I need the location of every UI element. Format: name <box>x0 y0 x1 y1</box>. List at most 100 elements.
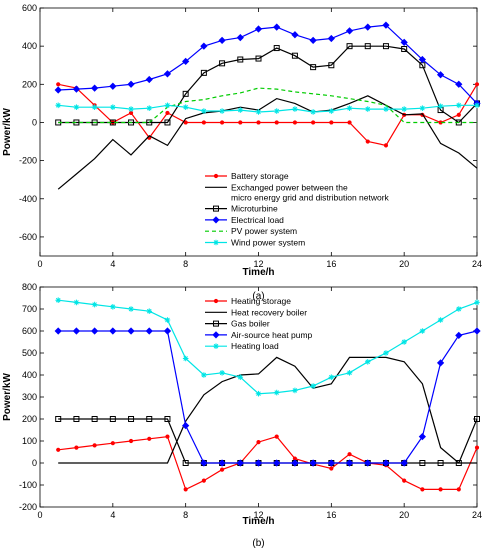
data-point <box>219 467 225 472</box>
data-point <box>365 139 370 144</box>
data-point <box>55 102 62 109</box>
legend-label: Wind power system <box>231 238 305 248</box>
data-point <box>382 21 390 29</box>
data-point <box>54 86 62 94</box>
data-point <box>436 359 445 367</box>
series-line <box>58 87 477 124</box>
x-tick-label: 20 <box>399 259 409 269</box>
x-tick-label: 12 <box>253 259 263 269</box>
data-point <box>73 104 80 110</box>
data-point <box>436 71 445 79</box>
y-tick-label: 200 <box>22 79 37 89</box>
data-point <box>237 56 244 63</box>
x-tick-label: 12 <box>253 510 263 520</box>
data-point <box>328 62 335 69</box>
data-point <box>401 339 407 345</box>
legend-marker <box>213 343 219 349</box>
data-point <box>218 36 226 45</box>
legend-marker <box>212 331 220 339</box>
data-point <box>74 445 79 450</box>
data-point <box>238 120 243 125</box>
series-4 <box>58 87 477 124</box>
series-3 <box>54 327 481 467</box>
data-point <box>437 317 444 323</box>
data-point <box>273 459 281 467</box>
legend-label: Electrical load <box>231 215 284 225</box>
data-point <box>456 487 461 492</box>
legend-marker <box>213 320 219 327</box>
data-point <box>182 57 190 66</box>
y-tick-label: -200 <box>19 502 37 512</box>
legend-marker <box>213 239 219 246</box>
data-point <box>310 109 316 115</box>
data-point <box>56 82 61 87</box>
data-point <box>474 299 480 306</box>
data-point <box>127 327 135 335</box>
x-tick-label: 0 <box>37 510 42 520</box>
data-point <box>254 25 263 33</box>
data-point <box>73 416 80 422</box>
data-point <box>419 328 426 334</box>
data-point <box>309 459 317 467</box>
legend-label: Heating storage <box>231 296 291 306</box>
data-point <box>236 459 244 467</box>
data-point <box>346 105 353 111</box>
y-axis-label: Power/kW <box>2 373 13 421</box>
legend-label: Battery storage <box>231 171 289 181</box>
data-point <box>219 370 225 376</box>
data-point <box>364 43 371 50</box>
data-point <box>91 301 98 308</box>
data-point <box>164 119 171 126</box>
legend-label: micro energy grid and distribution netwo… <box>231 192 390 202</box>
series-2 <box>55 43 480 126</box>
series-line <box>58 104 477 113</box>
data-point <box>256 440 261 445</box>
y-axis-label: Power/kW <box>2 108 13 156</box>
data-point <box>274 120 279 125</box>
y-tick-label: 0 <box>32 458 37 468</box>
data-point <box>55 416 62 422</box>
data-point <box>474 445 480 450</box>
data-point <box>201 108 207 114</box>
series-2 <box>55 416 480 466</box>
data-point <box>110 104 116 110</box>
data-point <box>218 459 226 467</box>
data-point <box>400 38 408 46</box>
y-tick-label: -200 <box>19 156 37 166</box>
data-point <box>183 487 188 492</box>
data-point <box>329 466 334 471</box>
series-line <box>58 24 478 104</box>
data-point <box>273 23 281 31</box>
data-point <box>402 478 407 483</box>
y-tick-label: 800 <box>22 282 37 292</box>
data-point <box>364 23 372 31</box>
data-point <box>165 434 170 439</box>
data-point <box>292 120 298 125</box>
data-point <box>200 459 208 467</box>
data-point <box>56 447 61 452</box>
legend-label: Gas boiler <box>231 319 270 329</box>
data-point <box>346 370 353 376</box>
data-point <box>145 75 153 84</box>
data-point <box>236 33 244 42</box>
data-point <box>109 416 116 422</box>
data-point <box>328 374 335 380</box>
data-point <box>438 487 443 492</box>
data-point <box>327 34 335 43</box>
data-point <box>401 46 408 53</box>
data-point <box>182 421 190 430</box>
data-point <box>420 487 425 492</box>
data-point <box>200 42 208 50</box>
data-point <box>219 60 226 67</box>
data-point <box>128 106 134 112</box>
data-point <box>147 436 152 441</box>
data-point <box>128 438 134 444</box>
data-point <box>274 434 279 439</box>
data-point <box>455 102 462 109</box>
y-tick-label: 700 <box>22 304 37 314</box>
data-point <box>73 299 80 306</box>
data-point <box>437 103 444 110</box>
panel-a: 0 4 8 12 16 20 24 -600 -400 -200 0 200 400 600 Time/h P… <box>2 3 482 302</box>
data-point <box>110 441 115 446</box>
